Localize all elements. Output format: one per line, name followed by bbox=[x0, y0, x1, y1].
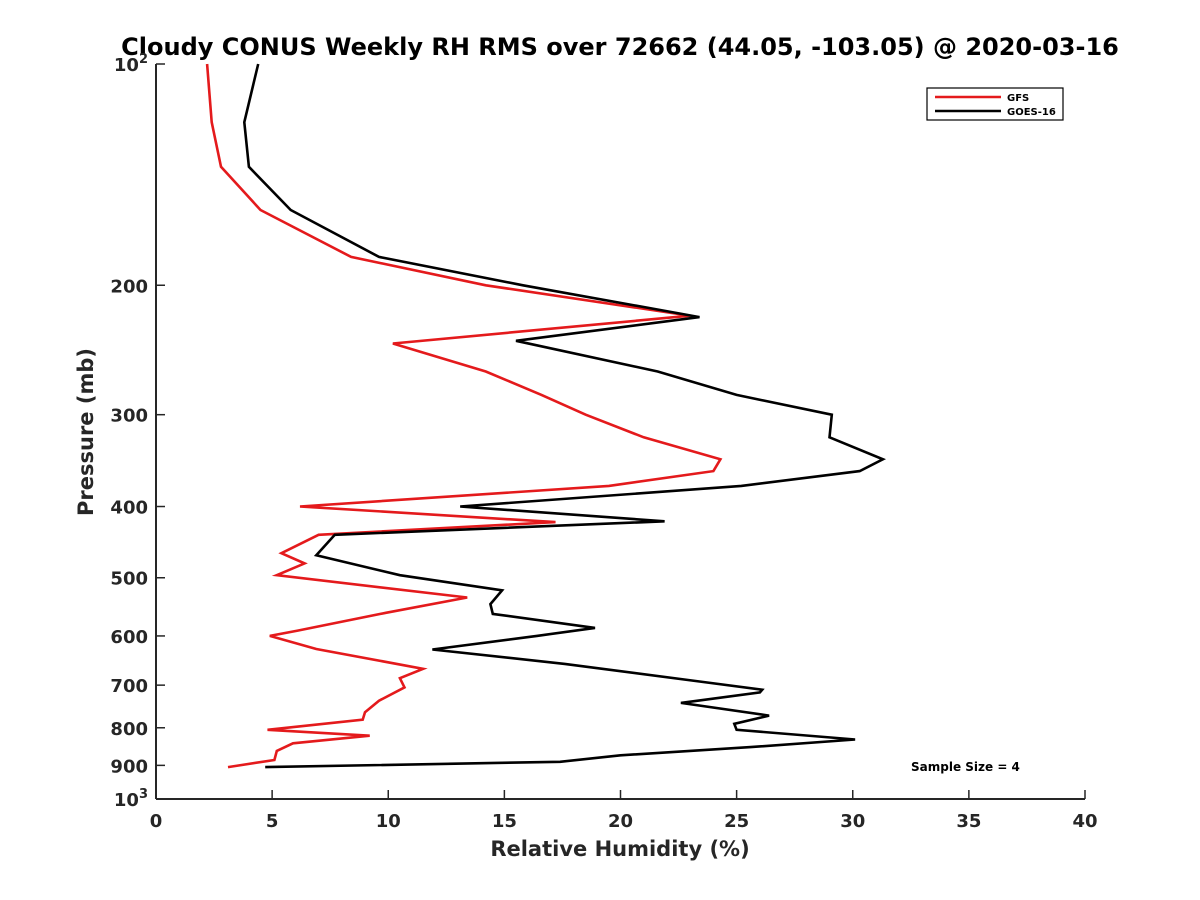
x-tick-label: 0 bbox=[150, 811, 163, 832]
x-tick-label: 15 bbox=[492, 811, 517, 832]
y-tick-label: 400 bbox=[110, 498, 148, 519]
chart-title: Cloudy CONUS Weekly RH RMS over 72662 (4… bbox=[121, 33, 1119, 61]
plot-frame bbox=[155, 64, 1085, 800]
x-tick-label: 5 bbox=[266, 811, 279, 832]
x-tick-label: 30 bbox=[840, 811, 865, 832]
legend-label-goes16: GOES-16 bbox=[1007, 107, 1056, 118]
y-tick-label: 500 bbox=[110, 569, 148, 590]
legend: GFS GOES-16 bbox=[926, 87, 1064, 121]
y-axis-ticks: 102 200 300 400 500 600 700 800 900 103 bbox=[110, 52, 165, 811]
series-lines bbox=[205, 63, 887, 769]
x-tick-label: 10 bbox=[376, 811, 401, 832]
y-tick-label: 200 bbox=[110, 276, 148, 297]
y-tick-label: 800 bbox=[110, 719, 148, 740]
series-line-gfs bbox=[205, 63, 723, 769]
y-tick-label: 600 bbox=[110, 627, 148, 648]
x-axis-ticks: 0 5 10 15 20 25 30 35 40 bbox=[150, 790, 1098, 832]
legend-label-gfs: GFS bbox=[1007, 93, 1029, 104]
sample-size-annotation: Sample Size = 4 bbox=[911, 760, 1020, 774]
x-tick-label: 20 bbox=[608, 811, 633, 832]
x-axis-label: Relative Humidity (%) bbox=[490, 837, 749, 861]
y-tick-label: 300 bbox=[110, 406, 148, 427]
y-tick-label: 700 bbox=[110, 676, 148, 697]
y-tick-label: 103 bbox=[114, 787, 148, 811]
y-tick-label: 102 bbox=[114, 52, 148, 76]
y-axis-label: Pressure (mb) bbox=[74, 348, 98, 516]
legend-box bbox=[926, 87, 1064, 121]
y-tick-label: 900 bbox=[110, 756, 148, 777]
x-tick-label: 40 bbox=[1072, 811, 1097, 832]
x-tick-label: 35 bbox=[956, 811, 981, 832]
series-line-goes16 bbox=[242, 63, 887, 769]
x-tick-label: 25 bbox=[724, 811, 749, 832]
